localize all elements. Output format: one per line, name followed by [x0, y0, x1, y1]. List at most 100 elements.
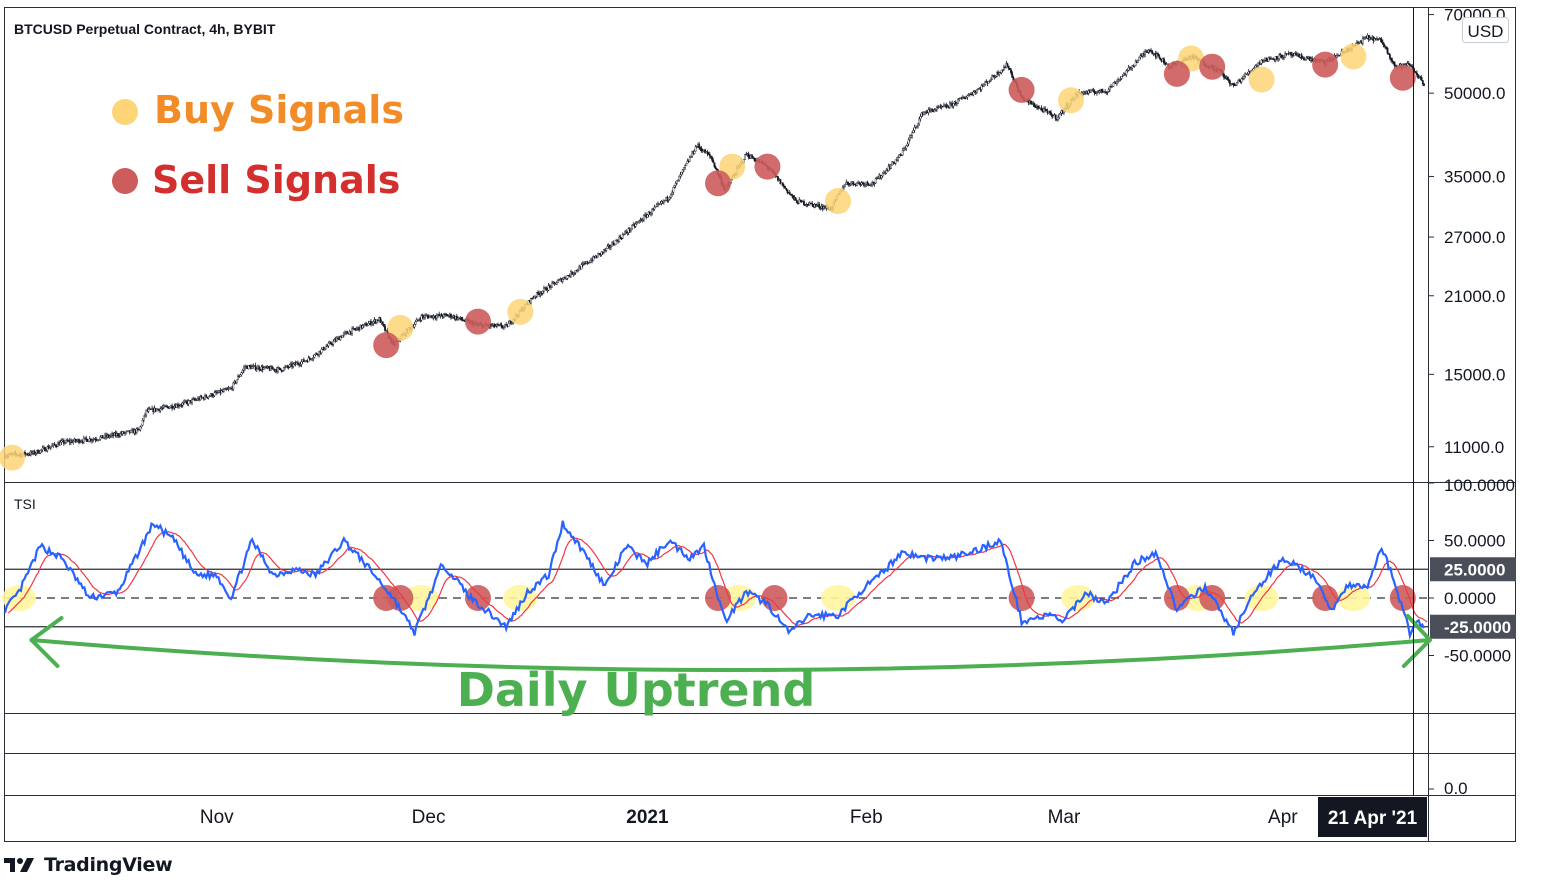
candle-body [1151, 50, 1154, 54]
currency-box[interactable] [1462, 17, 1509, 43]
tsi-lines [3, 520, 1428, 640]
candle-body [53, 443, 56, 446]
candle-body [38, 452, 41, 454]
candle-body [287, 366, 290, 368]
candle-body [798, 199, 801, 204]
candle-body [1057, 116, 1059, 120]
candle-body [1410, 65, 1412, 67]
candle-body [49, 446, 52, 448]
candle-body [584, 263, 586, 265]
candle-body [297, 362, 299, 365]
candle-body [688, 157, 691, 162]
candle-body [908, 136, 911, 140]
candle-body [895, 159, 898, 161]
candle-body [251, 366, 253, 369]
candle-body [990, 79, 992, 81]
candle-body [320, 349, 323, 354]
candle-body [952, 103, 955, 107]
candle-body [852, 181, 855, 185]
candle-body [142, 415, 145, 421]
candle-body [1408, 64, 1411, 66]
candle-body [34, 452, 37, 455]
candle-body [220, 390, 223, 394]
candle-body [168, 407, 171, 409]
candle-body [931, 108, 934, 111]
candle-body [326, 345, 329, 347]
candle-body [1050, 112, 1052, 116]
candle-body [788, 192, 791, 195]
candle-body [671, 191, 674, 196]
candle-body [208, 395, 211, 397]
candle-body [988, 80, 991, 82]
candle-body [1164, 62, 1167, 65]
candle-body [1144, 51, 1147, 55]
candle-body [239, 374, 242, 377]
price-signals [0, 43, 1416, 471]
candle-body [674, 183, 677, 186]
candle-body [613, 244, 616, 246]
annotation-arrowhead-right [1401, 614, 1432, 668]
tsi-line [3, 520, 1425, 640]
candle-body [712, 160, 715, 164]
candle-body [507, 322, 510, 327]
candle-body [60, 440, 63, 443]
candle-body [984, 81, 987, 85]
candle-body [1107, 89, 1110, 92]
candle-body [177, 404, 179, 407]
candle-body [1387, 52, 1390, 55]
tsi-sell-marker [387, 585, 414, 611]
sell-signal-marker [1163, 60, 1190, 87]
candle-body [315, 353, 318, 355]
candle-body [72, 440, 75, 443]
candle-body [147, 409, 150, 412]
candle-body [200, 396, 203, 398]
candle-body [1238, 79, 1241, 81]
candle-body [790, 193, 792, 196]
candle-body [255, 368, 258, 370]
candle-body [1294, 53, 1297, 55]
tradingview-brand[interactable]: TradingView [4, 851, 173, 879]
candle-body [792, 195, 795, 199]
candle-body [1006, 63, 1009, 67]
candle-body [145, 409, 148, 416]
tsi-buy-marker [821, 585, 856, 611]
tsi-tick-label: 50.0000 [1444, 532, 1505, 551]
candle-body [597, 253, 599, 258]
candle-body [254, 365, 257, 370]
candle-body [1267, 57, 1270, 62]
candle-body [917, 123, 919, 127]
tsi-level-label: 25.0000 [1444, 560, 1505, 579]
buy-signal-marker [0, 444, 26, 471]
candle-body [462, 320, 465, 322]
candle-body [54, 444, 57, 447]
tsi-sell-marker [465, 585, 491, 611]
candle-body [75, 440, 78, 442]
candle-body [675, 180, 678, 184]
candle-body [564, 277, 566, 279]
candle-body [706, 151, 709, 154]
candle-body [82, 437, 85, 443]
candle-body [1243, 76, 1245, 79]
candle-body [1037, 106, 1039, 109]
candle-body [980, 85, 983, 90]
legend: Buy Signals Sell Signals [112, 88, 404, 202]
candle-body [354, 329, 357, 331]
candle-body [898, 154, 901, 158]
candle-body [102, 437, 105, 439]
candle-body [987, 81, 990, 84]
candle-body [1117, 79, 1119, 82]
candle-body [160, 408, 163, 410]
candle-body [1336, 55, 1338, 58]
candle-body [187, 400, 190, 405]
candle-body [1263, 60, 1265, 62]
candle-body [491, 325, 494, 327]
candle-body [241, 370, 244, 373]
candle-body [572, 273, 575, 275]
candle-body [673, 185, 676, 188]
candle-body [784, 186, 786, 189]
candle-body [1388, 54, 1391, 59]
candle-body [704, 149, 706, 154]
candle-body [500, 324, 503, 328]
candle-body [646, 214, 649, 218]
